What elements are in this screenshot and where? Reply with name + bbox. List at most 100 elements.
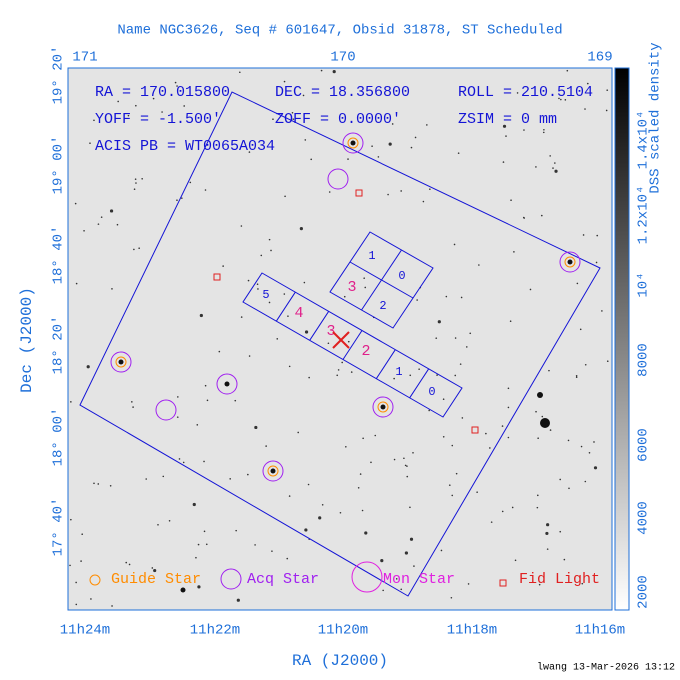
star: [451, 444, 454, 447]
star: [288, 495, 291, 497]
star: [291, 111, 294, 114]
star: [566, 69, 569, 72]
star: [586, 82, 589, 85]
star: [584, 480, 587, 483]
star: [391, 123, 394, 125]
colorbar: [614, 67, 630, 611]
star: [247, 279, 250, 282]
star: [234, 399, 237, 402]
colorbar-label: DSS scaled density: [648, 42, 664, 193]
chip-label: 2: [361, 343, 370, 360]
star: [152, 97, 155, 100]
star: [178, 458, 181, 460]
star: [371, 145, 373, 147]
star: [442, 398, 445, 400]
star: [412, 451, 414, 454]
star: [197, 585, 201, 589]
star: [516, 92, 519, 94]
star: [199, 313, 203, 318]
star: [196, 424, 199, 426]
star: [229, 478, 231, 480]
star: [374, 434, 377, 437]
star: [362, 437, 364, 440]
star: [414, 136, 417, 139]
star: [476, 491, 478, 493]
star: [271, 550, 273, 552]
star: [514, 559, 517, 562]
star: [546, 548, 549, 550]
star: [268, 238, 271, 241]
star: [318, 516, 322, 520]
star: [580, 445, 583, 448]
star: [552, 167, 554, 169]
star: [588, 452, 591, 454]
star: [370, 461, 372, 464]
chip-label: 1: [395, 365, 402, 379]
star: [559, 530, 562, 533]
left-tick: 17° 40': [51, 498, 67, 557]
star: [363, 277, 365, 279]
star: [357, 486, 360, 489]
chip-label: 3: [326, 323, 335, 340]
star: [454, 374, 457, 377]
star: [197, 543, 200, 546]
star: [117, 100, 119, 103]
star: [89, 142, 91, 144]
star: [203, 460, 205, 463]
star: [128, 563, 131, 566]
legend-item: Fid Light: [519, 571, 600, 588]
y-axis-label: Dec (J2000): [18, 287, 36, 393]
star: [454, 337, 457, 339]
star: [97, 483, 100, 485]
star: [288, 365, 291, 368]
star: [75, 603, 78, 606]
info-zsim: ZSIM = 0 mm: [458, 111, 557, 128]
star: [400, 588, 403, 591]
star: [451, 494, 454, 497]
star: [416, 299, 418, 301]
star: [541, 415, 544, 418]
star: [268, 301, 271, 304]
star: [235, 529, 237, 532]
star: [265, 445, 267, 447]
star: [260, 254, 263, 257]
chip-label: 2: [379, 299, 386, 313]
star: [90, 598, 92, 600]
star: [174, 81, 177, 84]
left-tick: 18° 00': [51, 408, 67, 467]
star: [558, 97, 560, 100]
colorbar-tick: 8000: [636, 343, 652, 377]
info-zoff: ZOFF = 0.0000': [275, 111, 401, 128]
star: [132, 406, 134, 408]
star: [359, 473, 362, 475]
star: [559, 478, 561, 481]
star: [151, 567, 154, 569]
top-tick: 171: [72, 50, 97, 66]
star: [109, 209, 114, 213]
x-axis-label: RA (J2000): [292, 652, 388, 670]
star: [560, 98, 562, 101]
info-ra: RA = 170.015800: [95, 84, 230, 101]
bottom-tick: 11h18m: [447, 623, 497, 639]
star: [304, 139, 307, 141]
star: [176, 416, 179, 418]
chip-label: 3: [347, 279, 356, 296]
star: [224, 381, 230, 387]
star: [437, 320, 441, 324]
star: [161, 111, 163, 113]
star: [428, 409, 430, 412]
star: [549, 155, 551, 157]
star: [308, 376, 310, 379]
legend-item: Acq Star: [247, 571, 319, 588]
star: [511, 506, 514, 509]
star: [133, 248, 135, 251]
star: [606, 89, 609, 91]
star: [254, 425, 258, 430]
star: [393, 377, 395, 380]
star: [605, 109, 608, 112]
star: [429, 188, 431, 190]
star: [192, 502, 196, 507]
star: [568, 487, 570, 490]
chip-label: 5: [262, 288, 269, 302]
star: [509, 320, 512, 323]
